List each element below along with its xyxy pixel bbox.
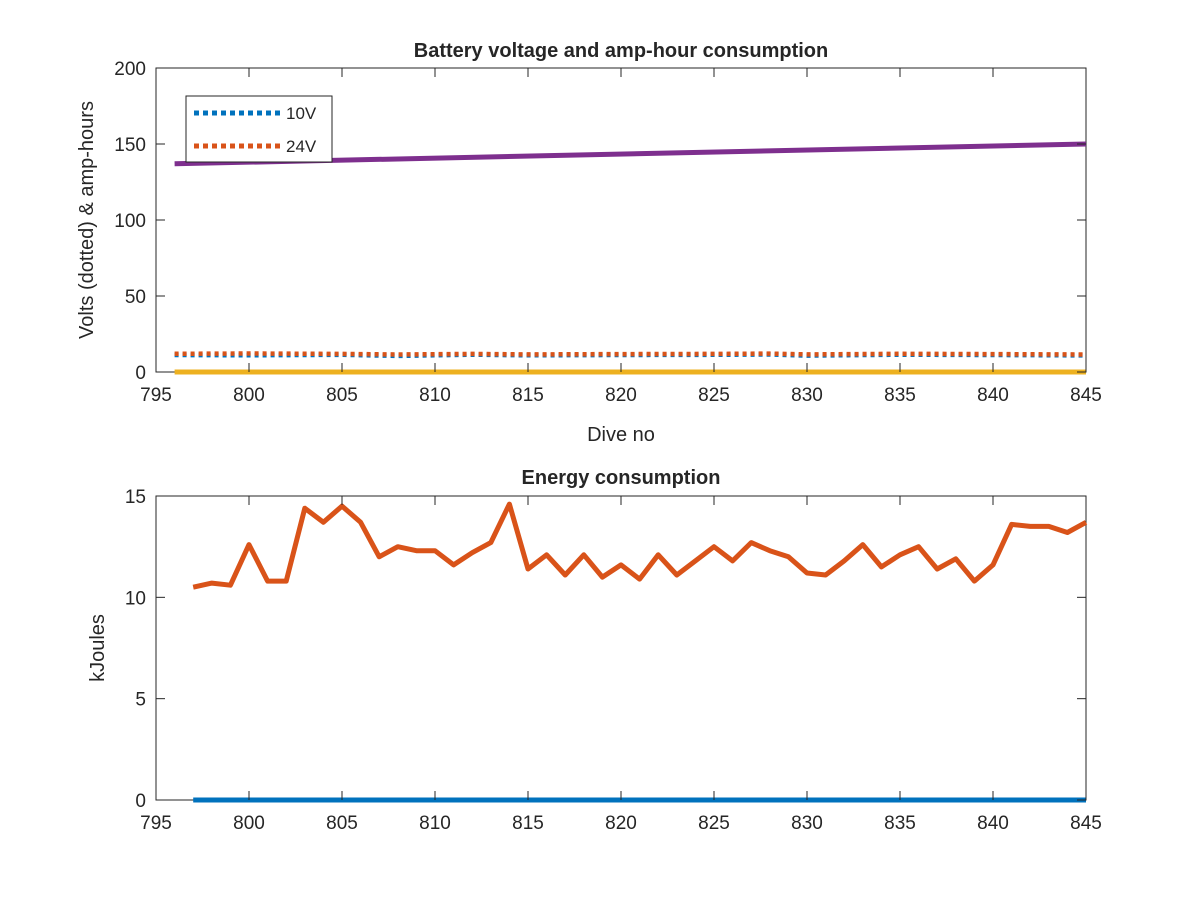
- battery-y-axis-label: Volts (dotted) & amp-hours: [76, 101, 98, 339]
- energy-x-tick-label: 815: [512, 813, 544, 834]
- battery-x-tick-label: 835: [884, 385, 916, 406]
- battery-x-tick-label: 810: [419, 385, 451, 406]
- energy-y-tick-label: 5: [135, 690, 146, 711]
- energy-y-tick-label: 10: [125, 588, 146, 609]
- energy-x-tick-label: 845: [1070, 813, 1102, 834]
- legend-label-24v: 24V: [286, 137, 317, 156]
- battery-y-tick-label: 200: [114, 59, 146, 80]
- battery-y-tick-label: 0: [135, 363, 146, 384]
- energy-x-tick-label: 805: [326, 813, 358, 834]
- energy-x-tick-label: 835: [884, 813, 916, 834]
- energy-x-tick-label: 830: [791, 813, 823, 834]
- battery-y-tick-label: 100: [114, 211, 146, 232]
- battery-y-tick-label: 150: [114, 135, 146, 156]
- energy-axes: 795 800 805 810 815 820 825 830 835 840 845 0 5 10 15…: [87, 467, 1102, 834]
- energy-x-tick-label: 840: [977, 813, 1009, 834]
- battery-x-ticks: 795 800 805 810 815 820 825 830 835 840 845: [140, 68, 1102, 406]
- battery-x-tick-label: 800: [233, 385, 265, 406]
- battery-x-tick-label: 830: [791, 385, 823, 406]
- battery-x-tick-label: 825: [698, 385, 730, 406]
- battery-axes: 795 800 805 810 815 820 825 830 835 840 845 0 50 100…: [76, 40, 1102, 446]
- battery-x-axis-label: Dive no: [587, 424, 655, 446]
- battery-x-tick-label: 805: [326, 385, 358, 406]
- energy-plot-area: [155, 495, 1087, 801]
- legend-box: [185, 95, 333, 163]
- energy-x-tick-label: 825: [698, 813, 730, 834]
- battery-x-tick-label: 840: [977, 385, 1009, 406]
- energy-x-tick-label: 795: [140, 813, 172, 834]
- legend-label-10v: 10V: [286, 104, 317, 123]
- energy-series-line-solid-0: [192, 501, 1088, 590]
- energy-chart-title: Energy consumption: [522, 467, 721, 489]
- battery-y-tick-label: 50: [125, 287, 146, 308]
- energy-x-tick-label: 800: [233, 813, 265, 834]
- energy-y-tick-label: 0: [135, 791, 146, 812]
- energy-x-tick-label: 810: [419, 813, 451, 834]
- energy-y-ticks: 0 5 10 15: [125, 487, 1086, 812]
- energy-x-tick-label: 820: [605, 813, 637, 834]
- battery-x-tick-label: 815: [512, 385, 544, 406]
- battery-y-ticks: 0 50 100 150 200: [114, 59, 1086, 384]
- battery-legend: 10V 24V: [185, 95, 333, 163]
- energy-y-axis-label: kJoules: [87, 614, 109, 682]
- energy-x-ticks: 795 800 805 810 815 820 825 830 835 840 845: [140, 496, 1102, 834]
- battery-x-tick-label: 845: [1070, 385, 1102, 406]
- battery-x-tick-label: 820: [605, 385, 637, 406]
- battery-chart-title: Battery voltage and amp-hour consumption: [414, 40, 828, 62]
- energy-y-tick-label: 15: [125, 487, 146, 508]
- battery-x-tick-label: 795: [140, 385, 172, 406]
